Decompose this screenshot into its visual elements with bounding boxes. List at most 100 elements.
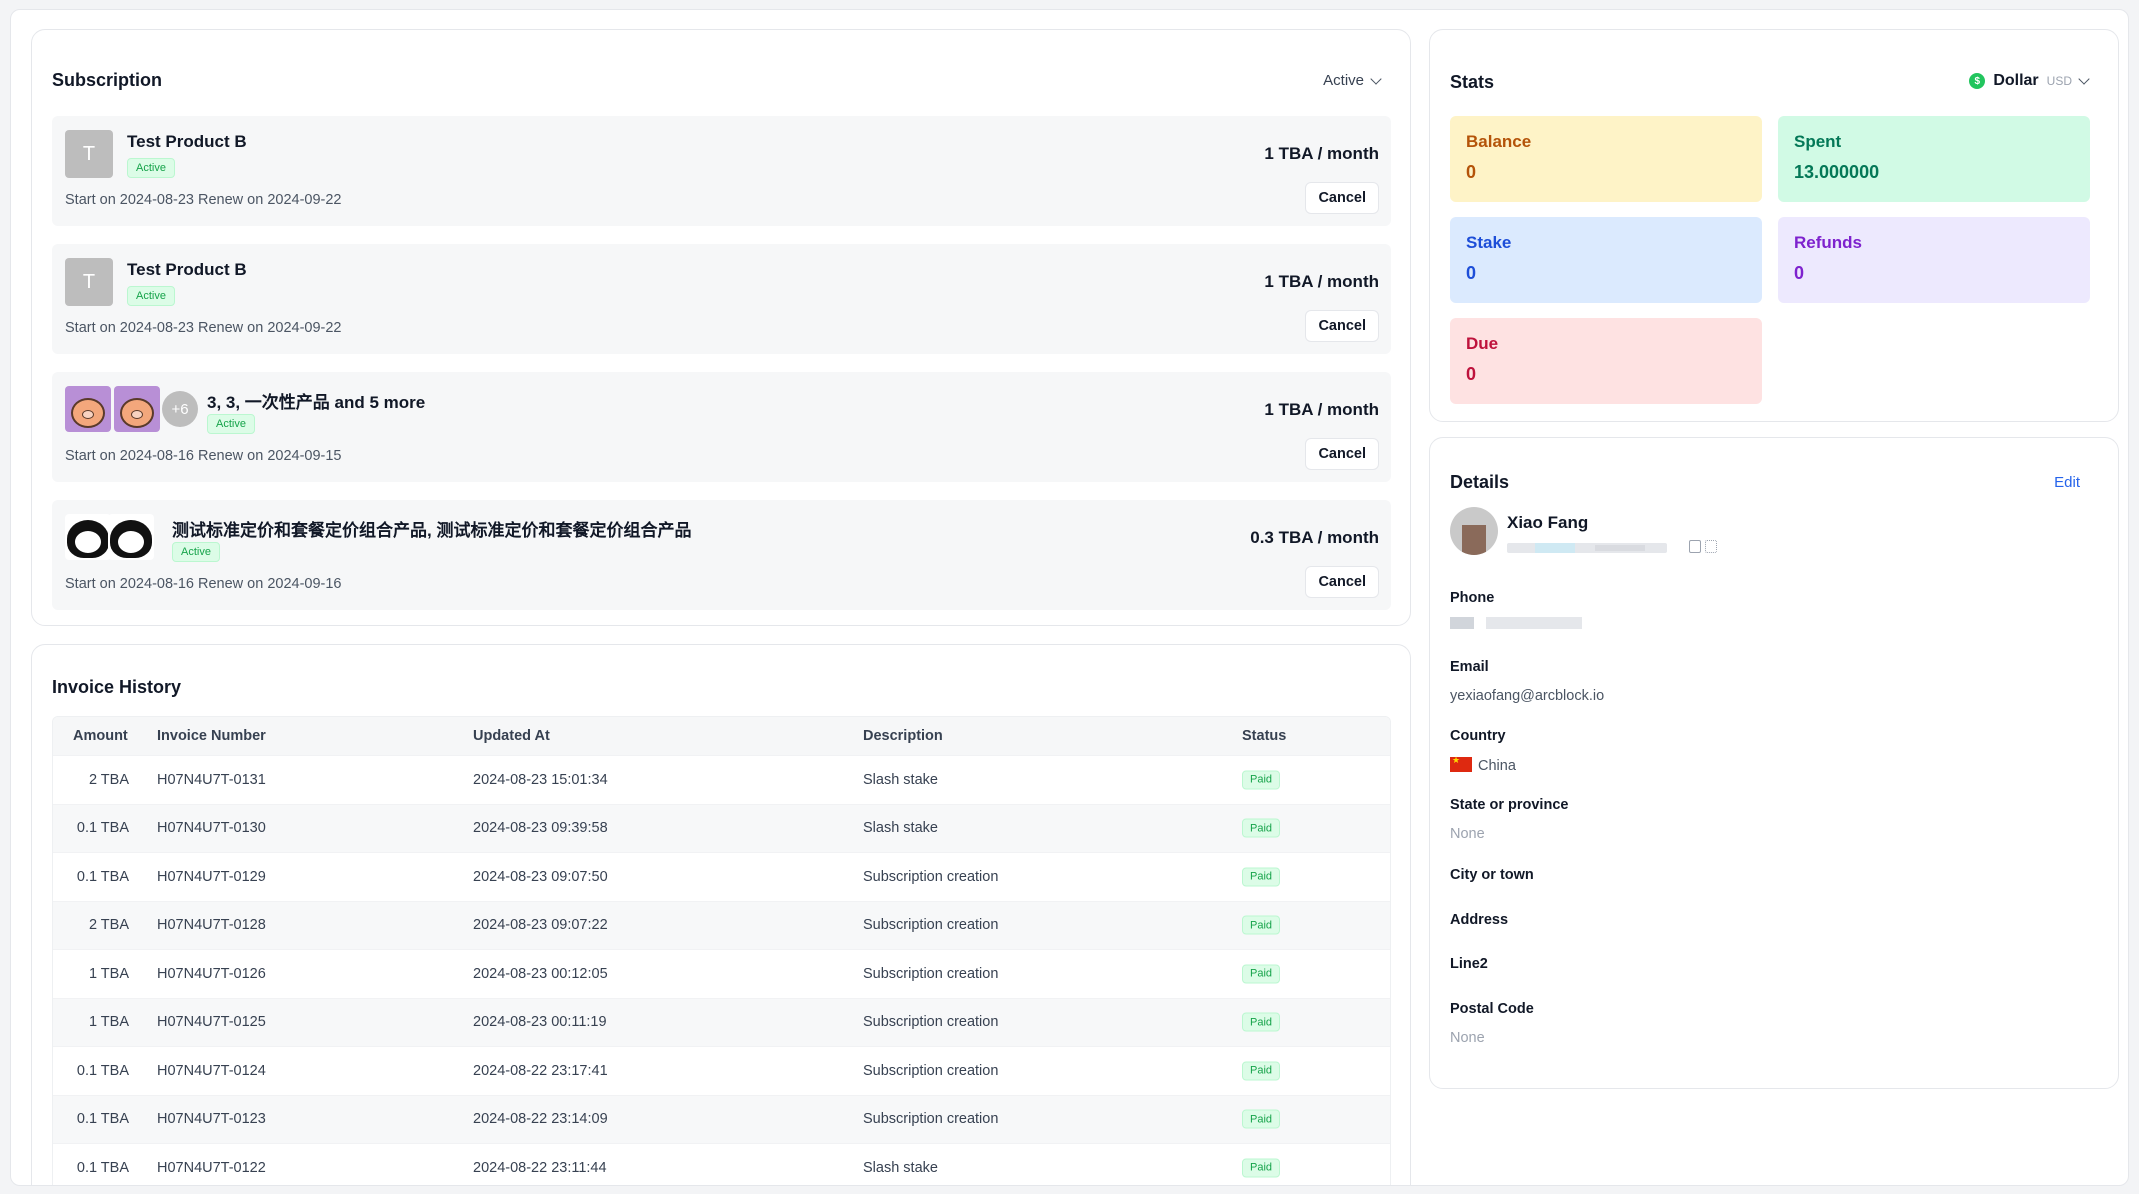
product-thumbnail xyxy=(114,386,160,432)
postal-code-label: Postal Code xyxy=(1450,1001,1534,1017)
edit-button[interactable]: Edit xyxy=(2054,474,2080,491)
column-header-amount: Amount xyxy=(73,728,128,744)
qrcode-icon[interactable] xyxy=(1705,540,1717,553)
invoice-number[interactable]: H07N4U7T-0123 xyxy=(157,1111,266,1128)
paid-status-badge: Paid xyxy=(1242,867,1281,887)
invoice-number[interactable]: H07N4U7T-0129 xyxy=(157,868,266,885)
postal-code-value: None xyxy=(1450,1030,1485,1046)
subscription-dates: Start on 2024-08-23 Renew on 2024-09-22 xyxy=(65,192,342,208)
invoice-number[interactable]: H07N4U7T-0124 xyxy=(157,1062,266,1079)
invoice-updated-at: 2024-08-23 15:01:34 xyxy=(473,771,608,788)
product-name[interactable]: Test Product B xyxy=(127,132,247,151)
copy-icon[interactable] xyxy=(1689,540,1701,553)
paid-status-badge: Paid xyxy=(1242,1061,1281,1081)
phone-value-redacted xyxy=(1450,617,1582,629)
china-flag-icon xyxy=(1450,755,1472,772)
subscription-dates: Start on 2024-08-23 Renew on 2024-09-22 xyxy=(65,320,342,336)
invoice-description: Slash stake xyxy=(863,1159,938,1176)
status-filter-label: Active xyxy=(1323,72,1364,89)
table-header: Amount Invoice Number Updated At Descrip… xyxy=(53,717,1390,755)
table-row[interactable]: 0.1 TBA H07N4U7T-0130 2024-08-23 09:39:58 S… xyxy=(53,803,1390,852)
state-value: None xyxy=(1450,826,1485,842)
stake-value: 0 xyxy=(1466,263,1477,283)
invoice-amount: 0.1 TBA xyxy=(76,868,129,885)
dollar-coin-icon: $ xyxy=(1969,73,1986,89)
column-header-description: Description xyxy=(863,728,943,744)
more-products-badge: +6 xyxy=(162,391,198,427)
product-thumbnail xyxy=(108,514,154,560)
subscription-title: Subscription xyxy=(52,70,163,90)
product-avatar: T xyxy=(65,258,113,306)
status-badge: Active xyxy=(127,158,175,178)
subscription-price: 1 TBA / month xyxy=(1264,400,1379,419)
cancel-button[interactable]: Cancel xyxy=(1305,566,1379,598)
subscription-dates: Start on 2024-08-16 Renew on 2024-09-15 xyxy=(65,448,342,464)
stake-stat: Stake 0 xyxy=(1450,217,1762,303)
invoice-updated-at: 2024-08-22 23:17:41 xyxy=(473,1062,608,1079)
status-badge: Active xyxy=(172,542,220,562)
due-label: Due xyxy=(1466,334,1499,353)
table-row[interactable]: 1 TBA H07N4U7T-0126 2024-08-23 00:12:05 Sub… xyxy=(53,949,1390,998)
product-name[interactable]: Test Product B xyxy=(127,260,247,279)
invoice-number[interactable]: H07N4U7T-0125 xyxy=(157,1014,266,1031)
currency-name: Dollar xyxy=(1993,72,2039,89)
invoice-number[interactable]: H07N4U7T-0122 xyxy=(157,1159,266,1176)
table-row[interactable]: 1 TBA H07N4U7T-0125 2024-08-23 00:11:19 Sub… xyxy=(53,997,1390,1046)
cancel-button[interactable]: Cancel xyxy=(1305,182,1379,214)
country-name: China xyxy=(1478,758,1516,774)
invoice-description: Subscription creation xyxy=(863,1062,999,1079)
product-thumbnail xyxy=(65,386,111,432)
table-row[interactable]: 0.1 TBA H07N4U7T-0129 2024-08-23 09:07:50 S… xyxy=(53,852,1390,901)
cancel-button[interactable]: Cancel xyxy=(1305,310,1379,342)
table-row[interactable]: 0.1 TBA H07N4U7T-0122 2024-08-22 23:11:44 S… xyxy=(53,1143,1390,1185)
spent-label: Spent xyxy=(1794,132,1842,151)
stats-card: Stats $ Dollar USD Balance 0 Spent 13.00… xyxy=(1429,29,2119,422)
subscription-price: 1 TBA / month xyxy=(1264,144,1379,163)
email-value: yexiaofang@arcblock.io xyxy=(1450,688,1605,704)
product-name[interactable]: 测试标准定价和套餐定价组合产品, 测试标准定价和套餐定价组合产品 xyxy=(172,521,692,540)
refunds-value: 0 xyxy=(1794,263,1805,283)
column-header-status: Status xyxy=(1242,728,1287,744)
city-label: City or town xyxy=(1450,867,1534,883)
table-row[interactable]: 2 TBA H07N4U7T-0131 2024-08-23 15:01:34 Sla… xyxy=(53,755,1390,804)
invoice-history-card: Invoice History Amount Invoice Number Up… xyxy=(31,644,1411,1185)
subscription-price: 1 TBA / month xyxy=(1264,272,1379,291)
spent-value: 13.000000 xyxy=(1794,162,1880,182)
paid-status-badge: Paid xyxy=(1242,964,1281,984)
address-label: Address xyxy=(1450,912,1509,928)
currency-selector[interactable]: $ Dollar USD xyxy=(1969,72,2090,90)
invoice-number[interactable]: H07N4U7T-0128 xyxy=(157,917,266,934)
status-filter-dropdown[interactable]: Active xyxy=(1323,72,1382,89)
invoice-description: Subscription creation xyxy=(863,1014,999,1031)
invoice-number[interactable]: H07N4U7T-0130 xyxy=(157,820,266,837)
cancel-button[interactable]: Cancel xyxy=(1305,438,1379,470)
subscription-item[interactable]: T Test Product B Active Start on 2024-08… xyxy=(52,244,1391,354)
product-thumbnail xyxy=(65,514,111,560)
invoice-updated-at: 2024-08-23 09:07:50 xyxy=(473,868,608,885)
table-row[interactable]: 0.1 TBA H07N4U7T-0123 2024-08-22 23:14:09 S… xyxy=(53,1094,1390,1143)
invoice-amount: 2 TBA xyxy=(88,771,129,788)
chevron-down-icon xyxy=(1370,72,1382,85)
invoice-table: Amount Invoice Number Updated At Descrip… xyxy=(52,716,1391,1185)
invoice-amount: 0.1 TBA xyxy=(76,1062,129,1079)
paid-status-badge: Paid xyxy=(1242,770,1281,790)
invoice-amount: 1 TBA xyxy=(88,965,129,982)
subscription-item[interactable]: 测试标准定价和套餐定价组合产品, 测试标准定价和套餐定价组合产品 Active … xyxy=(52,500,1391,610)
line2-label: Line2 xyxy=(1450,956,1488,972)
status-badge: Active xyxy=(207,414,255,434)
invoice-description: Subscription creation xyxy=(863,1111,999,1128)
column-header-updated-at: Updated At xyxy=(473,728,550,744)
invoice-description: Slash stake xyxy=(863,771,938,788)
state-label: State or province xyxy=(1450,797,1569,813)
invoice-amount: 0.1 TBA xyxy=(76,820,129,837)
chevron-down-icon xyxy=(2078,73,2090,85)
refunds-label: Refunds xyxy=(1794,233,1862,252)
subscription-item[interactable]: +6 3, 3, 一次性产品 and 5 more Active Start o… xyxy=(52,372,1391,482)
invoice-number[interactable]: H07N4U7T-0126 xyxy=(157,965,266,982)
subscription-card: Subscription Active T Test Product B Act… xyxy=(31,29,1411,626)
invoice-number[interactable]: H07N4U7T-0131 xyxy=(157,771,266,788)
table-row[interactable]: 0.1 TBA H07N4U7T-0124 2024-08-22 23:17:41 S… xyxy=(53,1046,1390,1095)
product-name[interactable]: 3, 3, 一次性产品 and 5 more xyxy=(207,393,426,412)
subscription-item[interactable]: T Test Product B Active Start on 2024-08… xyxy=(52,116,1391,226)
table-row[interactable]: 2 TBA H07N4U7T-0128 2024-08-23 09:07:22 Sub… xyxy=(53,900,1390,949)
